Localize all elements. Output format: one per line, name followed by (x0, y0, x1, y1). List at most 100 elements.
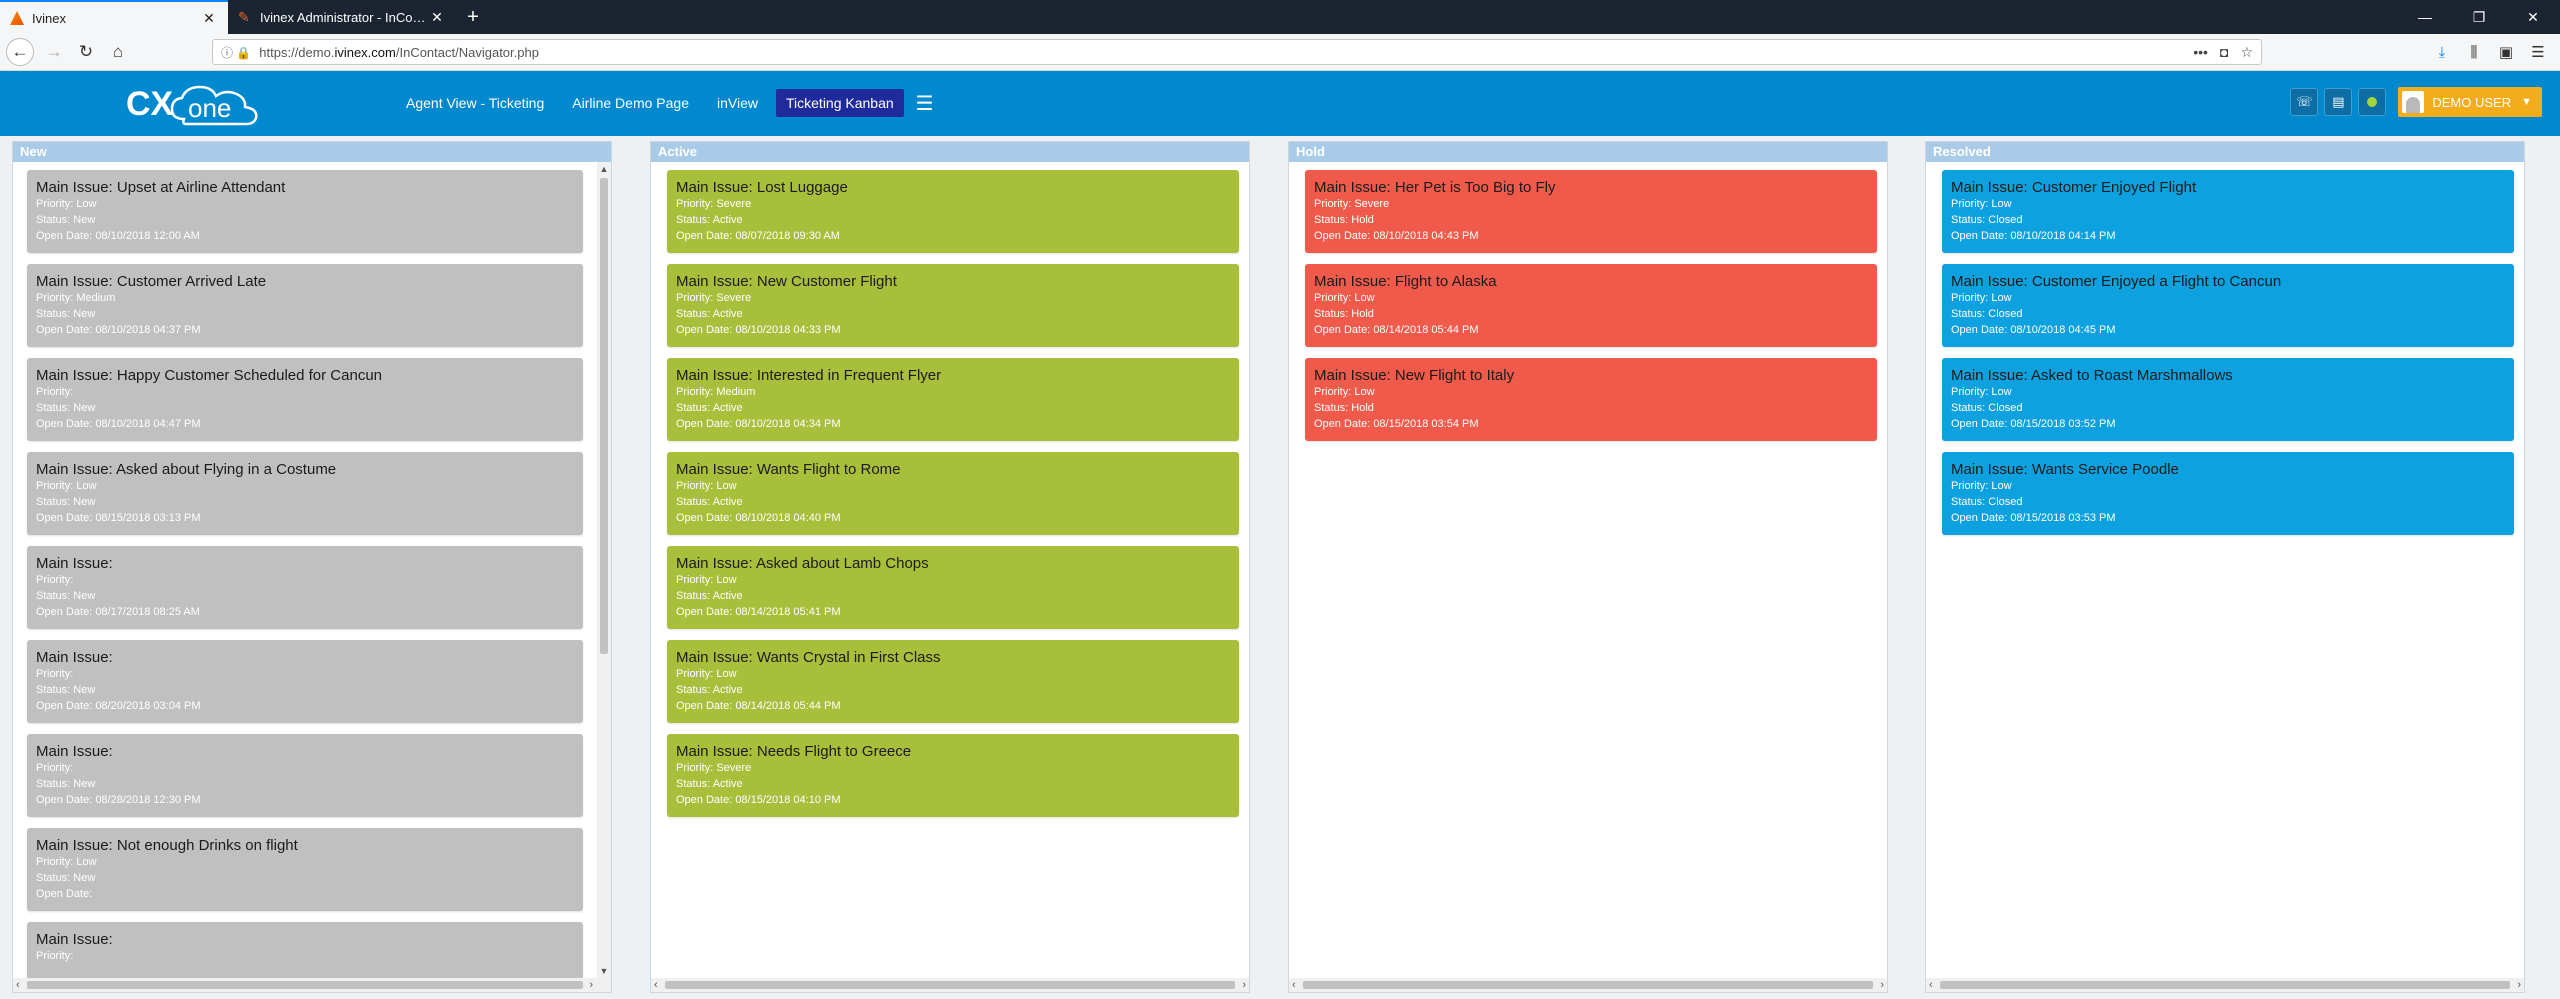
user-menu-button[interactable]: DEMO USER ▼ (2398, 87, 2542, 117)
ticket-card[interactable]: Main Issue: Priority: Status: New Open Date… (27, 546, 583, 629)
firefox-tab-icon (10, 11, 24, 25)
browser-tab-administrator[interactable]: ✎ Ivinex Administrator - InContact ✕ (228, 0, 456, 34)
hamburger-menu-icon[interactable]: ☰ (915, 92, 934, 115)
pocket-icon[interactable]: ◘ (2219, 44, 2229, 60)
scrollbar-thumb[interactable] (27, 981, 583, 989)
ticket-card[interactable]: Main Issue: Priority: (27, 922, 583, 978)
ticket-card[interactable]: Main Issue: Priority: Status: New Open Date… (27, 640, 583, 723)
sidebar-icon[interactable]: ▣ (2498, 44, 2514, 61)
card-main-issue: Main Issue: Wants Flight to Rome (676, 461, 901, 478)
ticket-card[interactable]: Main Issue: Flight to Alaska Priority: Lo… (1305, 264, 1877, 347)
ticket-card[interactable]: Main Issue: Customer Enjoyed a Flight to… (1942, 264, 2514, 347)
scrollbar-thumb[interactable] (665, 981, 1235, 989)
card-main-issue: Main Issue: Upset at Airline Attendant (36, 179, 286, 196)
ticket-card[interactable]: Main Issue: Customer Enjoyed Flight Prior… (1942, 170, 2514, 253)
site-info-icon[interactable]: ⓘ 🔒 (221, 45, 252, 60)
close-window-icon[interactable]: ✕ (2527, 8, 2539, 25)
address-bar[interactable]: ⓘ 🔒 https://demo.ivinex.com/InContact/Na… (212, 39, 2262, 65)
close-tab-icon[interactable]: ✕ (203, 9, 215, 26)
horizontal-scrollbar[interactable]: ‹ › (13, 978, 611, 992)
ticket-card[interactable]: Main Issue: Needs Flight to Greece Priori… (667, 734, 1239, 817)
restore-icon[interactable]: ❐ (2472, 8, 2486, 25)
card-status: Status: New (36, 496, 96, 508)
feather-tab-icon: ✎ (238, 9, 250, 25)
ticket-card[interactable]: Main Issue: Wants Crystal in First Class… (667, 640, 1239, 723)
ticket-card[interactable]: Main Issue: Lost Luggage Priority: Severe… (667, 170, 1239, 253)
bookmark-star-icon[interactable]: ☆ (2240, 43, 2253, 60)
card-priority: Priority: Low (676, 574, 737, 586)
horizontal-scrollbar[interactable]: ‹ › (1289, 978, 1887, 992)
minimize-icon[interactable]: — (2418, 9, 2432, 25)
ticket-card[interactable]: Main Issue: Wants Flight to Rome Priority… (667, 452, 1239, 535)
scroll-right-icon[interactable]: › (1880, 979, 1884, 991)
back-button[interactable]: ← (6, 38, 34, 66)
tab-title: Ivinex Administrator - InContact (260, 9, 428, 25)
scrollbar-thumb[interactable] (1303, 981, 1873, 989)
ticket-card[interactable]: Main Issue: New Customer Flight Priority:… (667, 264, 1239, 347)
card-open-date: Open Date: 08/15/2018 03:52 PM (1951, 418, 2116, 430)
card-status: Status: Closed (1951, 496, 2023, 508)
card-open-date: Open Date: 08/28/2018 12:30 PM (36, 794, 201, 806)
download-icon[interactable]: ⤓ (2438, 43, 2446, 61)
header-tools: ☏ ▤ DEMO USER ▼ (2290, 87, 2542, 117)
reload-button[interactable]: ↻ (78, 42, 94, 61)
ticket-card[interactable]: Main Issue: Upset at Airline Attendant Pr… (27, 170, 583, 253)
card-main-issue: Main Issue: New Flight to Italy (1314, 367, 1515, 384)
ticket-card[interactable]: Main Issue: Not enough Drinks on flight P… (27, 828, 583, 911)
column-hold: Hold Main Issue: Her Pet is Too Big to F… (1288, 141, 1888, 993)
library-icon[interactable]: ⫼ (2470, 43, 2478, 61)
card-main-issue: Main Issue: Asked about Lamb Chops (676, 555, 929, 572)
scroll-right-icon[interactable]: › (589, 979, 593, 991)
card-open-date: Open Date: 08/14/2018 05:44 PM (676, 700, 841, 712)
nav-inview[interactable]: inView (717, 95, 758, 111)
card-open-date: Open Date: 08/10/2018 04:43 PM (1314, 230, 1479, 242)
agent-status-button[interactable] (2358, 88, 2387, 116)
ticket-card[interactable]: Main Issue: Asked about Flying in a Cost… (27, 452, 583, 535)
browser-tab-ivinex[interactable]: Ivinex ✕ (0, 0, 228, 34)
vertical-scrollbar[interactable]: ▲ ▼ (597, 162, 611, 978)
card-main-issue: Main Issue: Interested in Frequent Flyer (676, 367, 942, 384)
scroll-right-icon[interactable]: › (1242, 979, 1246, 991)
page-actions-icon[interactable]: ••• (2193, 44, 2208, 60)
scroll-left-icon[interactable]: ‹ (1292, 979, 1296, 991)
scroll-left-icon[interactable]: ‹ (16, 979, 20, 991)
scrollbar-thumb[interactable] (1940, 981, 2510, 989)
new-tab-button[interactable]: + (467, 5, 479, 28)
ticket-card[interactable]: Main Issue: Interested in Frequent Flyer… (667, 358, 1239, 441)
card-priority: Priority: (36, 762, 74, 774)
column-title: Resolved (1926, 142, 2524, 162)
forward-button[interactable]: → (45, 42, 63, 61)
url-text[interactable]: https://demo.ivinex.com/InContact/Naviga… (259, 44, 539, 60)
ticket-card[interactable]: Main Issue: Wants Service Poodle Priority… (1942, 452, 2514, 535)
nav-ticketing-kanban[interactable]: Ticketing Kanban (776, 89, 904, 117)
ticket-card[interactable]: Main Issue: Customer Arrived Late Priorit… (27, 264, 583, 347)
card-priority: Priority: Low (676, 668, 737, 680)
nav-agent-view-ticketing[interactable]: Agent View - Ticketing (406, 95, 545, 111)
scroll-left-icon[interactable]: ‹ (1929, 979, 1933, 991)
card-open-date: Open Date: 08/15/2018 03:54 PM (1314, 418, 1479, 430)
chat-icon[interactable]: ▤ (2324, 88, 2353, 116)
card-open-date: Open Date: 08/10/2018 04:40 PM (676, 512, 841, 524)
scrollbar-thumb[interactable] (600, 178, 608, 654)
menu-icon[interactable]: ☰ (2531, 44, 2545, 61)
scroll-up-icon[interactable]: ▲ (599, 164, 609, 174)
ticket-card[interactable]: Main Issue: Asked to Roast Marshmallows P… (1942, 358, 2514, 441)
ticket-card[interactable]: Main Issue: Asked about Lamb Chops Priori… (667, 546, 1239, 629)
horizontal-scrollbar[interactable]: ‹ › (1926, 978, 2524, 992)
card-priority: Priority: (36, 668, 74, 680)
card-status: Status: Closed (1951, 308, 2023, 320)
home-button[interactable]: ⌂ (112, 42, 124, 61)
scroll-right-icon[interactable]: › (2517, 979, 2521, 991)
ticket-card[interactable]: Main Issue: Her Pet is Too Big to Fly Pri… (1305, 170, 1877, 253)
phone-icon[interactable]: ☏ (2290, 88, 2319, 116)
close-tab-icon[interactable]: ✕ (431, 8, 443, 25)
nav-airline-demo-page[interactable]: Airline Demo Page (572, 95, 689, 111)
ticket-card[interactable]: Main Issue: New Flight to Italy Priority:… (1305, 358, 1877, 441)
horizontal-scrollbar[interactable]: ‹ › (651, 978, 1249, 992)
ticket-card[interactable]: Main Issue: Priority: Status: New Open Date… (27, 734, 583, 817)
ticket-card[interactable]: Main Issue: Happy Customer Scheduled for… (27, 358, 583, 441)
card-status: Status: New (36, 308, 96, 320)
card-main-issue: Main Issue: Wants Service Poodle (1951, 461, 2179, 478)
scroll-left-icon[interactable]: ‹ (654, 979, 658, 991)
scroll-down-icon[interactable]: ▼ (599, 966, 609, 976)
